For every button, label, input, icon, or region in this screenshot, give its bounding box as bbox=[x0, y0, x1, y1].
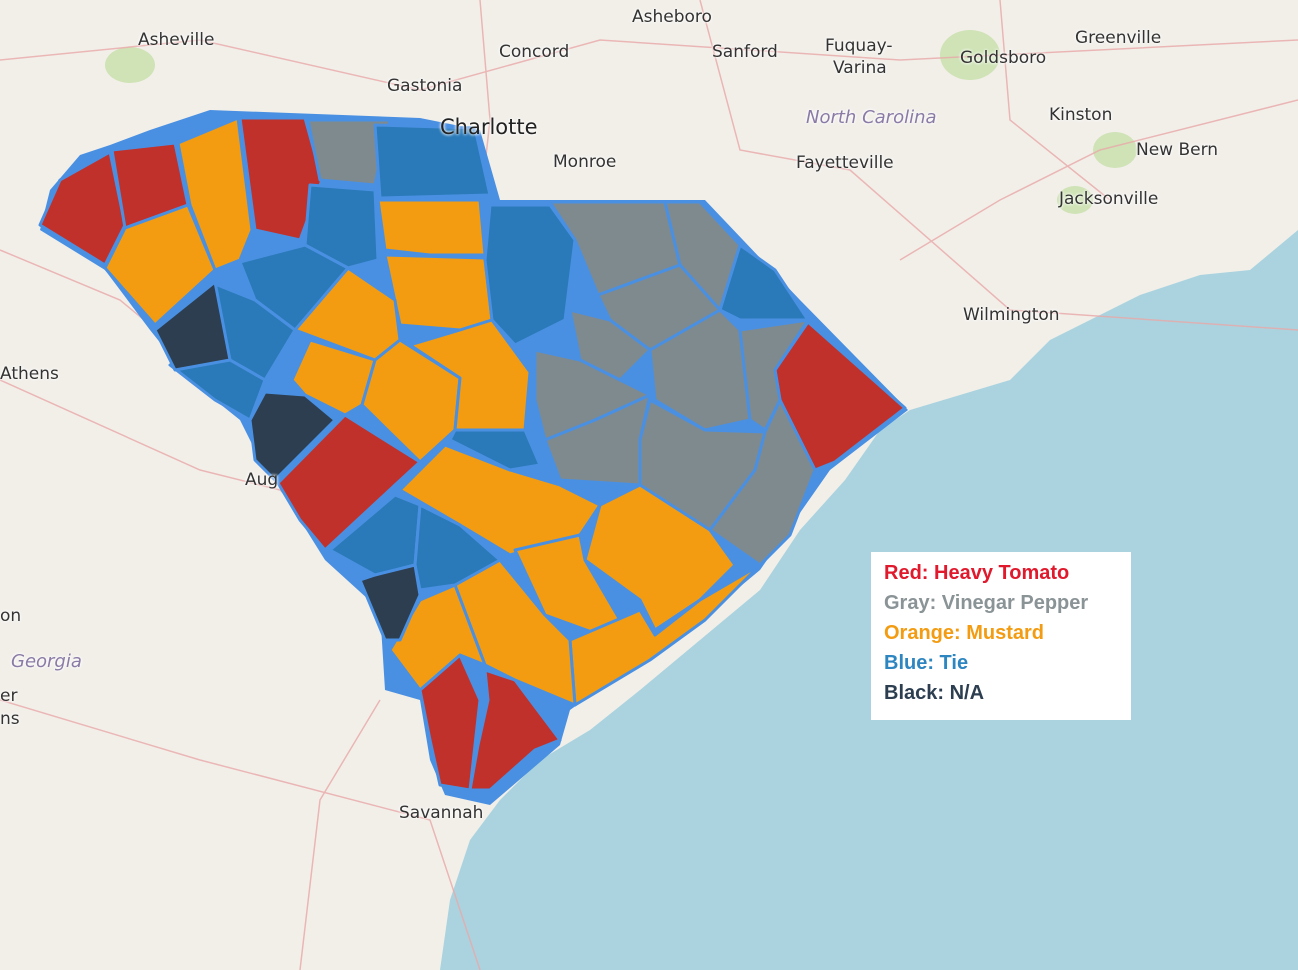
label-edge-er: er bbox=[0, 686, 18, 706]
county-dillon[interactable] bbox=[718, 243, 810, 322]
label-monroe: Monroe bbox=[553, 152, 617, 172]
label-north-carolina: North Carolina bbox=[806, 107, 937, 128]
county-chester[interactable] bbox=[376, 198, 487, 257]
legend-item-orange: Orange: Mustard bbox=[884, 622, 1045, 644]
label-savannah: Savannah bbox=[399, 803, 484, 823]
county-georgetown[interactable] bbox=[708, 398, 817, 567]
legend-item-gray: Gray: Vinegar Pepper bbox=[884, 592, 1089, 614]
label-asheboro: Asheboro bbox=[632, 7, 712, 27]
county-kershaw[interactable] bbox=[483, 203, 577, 347]
label-asheville: Asheville bbox=[138, 30, 215, 50]
county-spartanburg[interactable] bbox=[373, 123, 492, 200]
label-greenville: Greenville bbox=[1075, 28, 1162, 48]
label-concord: Concord bbox=[499, 42, 570, 62]
county-colleton[interactable] bbox=[453, 558, 577, 707]
label-charlotte: Charlotte bbox=[440, 115, 538, 139]
label-athens: Athens bbox=[0, 364, 59, 384]
county-fairfield[interactable] bbox=[383, 253, 494, 332]
label-jacksonville: Jacksonville bbox=[1059, 189, 1159, 209]
label-georgia: Georgia bbox=[11, 651, 82, 672]
label-new-bern: New Bern bbox=[1136, 140, 1219, 160]
county-lancaster[interactable] bbox=[306, 118, 392, 187]
county-union[interactable] bbox=[303, 183, 380, 270]
label-sanford: Sanford bbox=[712, 42, 778, 62]
label-gastonia: Gastonia bbox=[387, 76, 463, 96]
legend-item-blue: Blue: Tie bbox=[884, 652, 969, 674]
label-varina: Varina bbox=[833, 58, 887, 78]
label-kinston: Kinston bbox=[1049, 105, 1113, 125]
county-greenwood[interactable] bbox=[153, 280, 232, 372]
county-anderson[interactable] bbox=[103, 203, 217, 327]
county-calhoun[interactable] bbox=[448, 428, 542, 472]
county-allendale[interactable] bbox=[358, 563, 422, 642]
county-charleston[interactable] bbox=[568, 563, 762, 707]
label-edge-on: on bbox=[0, 606, 22, 626]
county-edgefield[interactable] bbox=[248, 390, 337, 482]
legend-item-black: Black: N/A bbox=[884, 682, 985, 704]
label-fayetteville: Fayetteville bbox=[796, 153, 894, 173]
label-goldsboro: Goldsboro bbox=[960, 48, 1047, 68]
atlantic-ocean bbox=[440, 230, 1298, 970]
label-augusta: Aug bbox=[245, 470, 279, 490]
label-wilmington: Wilmington bbox=[963, 305, 1060, 325]
legend-item-red: Red: Heavy Tomato bbox=[884, 562, 1070, 584]
county-beaufort[interactable] bbox=[468, 668, 562, 792]
map-legend: Red: Heavy Tomato Gray: Vinegar Pepper O… bbox=[871, 552, 1131, 720]
county-greenville[interactable] bbox=[176, 116, 254, 272]
label-fuquay: Fuquay- bbox=[825, 36, 893, 56]
county-lee[interactable] bbox=[568, 308, 652, 382]
label-edge-ns: ns bbox=[0, 709, 20, 729]
